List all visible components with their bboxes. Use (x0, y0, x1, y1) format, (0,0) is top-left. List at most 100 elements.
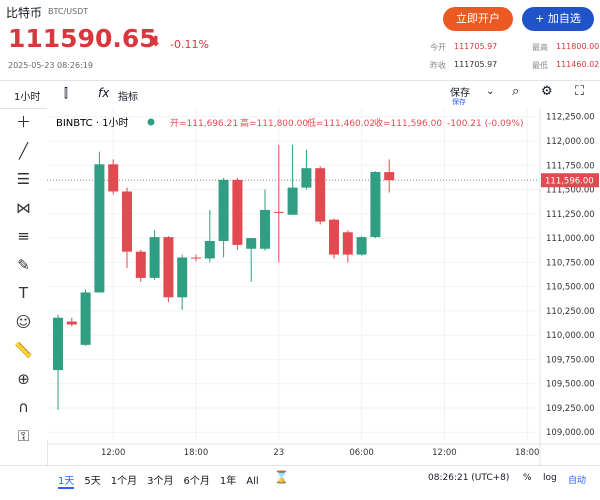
line-tool[interactable]: ╱ (18, 141, 29, 160)
candle-body (135, 251, 146, 278)
stat-label: 最高 (532, 43, 548, 52)
range-button[interactable]: 1个月 (110, 476, 138, 487)
y-tick-label: 111,250.00 (546, 210, 595, 220)
candle-body (329, 219, 339, 255)
range-button[interactable]: 5天 (84, 476, 101, 487)
y-tick-label: 110,750.00 (546, 258, 595, 268)
fx-icon: fx (98, 86, 110, 100)
stat-value: 111460.02 (556, 60, 600, 69)
save-sub: 保存 (452, 98, 466, 106)
candle-body (53, 317, 63, 371)
range-button[interactable]: 3个月 (147, 476, 174, 487)
legend-low: 低=111,460.02 (307, 117, 375, 129)
lock-tool[interactable]: ⚿ (17, 426, 30, 445)
y-tick-label: 109,750.00 (546, 355, 595, 365)
timestamp: 2025-05-23 08:26:19 (8, 61, 93, 70)
x-tick-label: 06:00 (349, 448, 374, 458)
candle-body (218, 179, 229, 241)
fullscreen-icon[interactable]: ⛶ (575, 84, 585, 99)
settings-icon[interactable]: ⚙ (541, 84, 553, 99)
legend-change: -100.21 (-0.09%) (447, 119, 523, 129)
last-price-label: 111,596.00 (545, 177, 594, 187)
candle-body (246, 238, 257, 249)
text-tool[interactable]: T (18, 284, 29, 302)
y-tick-label: 109,250.00 (546, 404, 595, 414)
price: 111590.65 (8, 24, 157, 53)
candle-body (204, 240, 215, 259)
dropdown[interactable]: ⌄ (486, 86, 495, 97)
calendar-icon[interactable]: ⌛ (274, 470, 289, 484)
y-tick-label: 112,000.00 (546, 137, 595, 147)
auto-toggle[interactable]: 自动 (568, 476, 587, 486)
x-tick-label: 12:00 (101, 448, 126, 458)
range-button[interactable]: 1年 (219, 476, 237, 487)
pattern-tool[interactable]: ⋈ (16, 198, 31, 217)
stat-label: 最低 (532, 61, 548, 70)
candle-body (122, 191, 132, 252)
range-button[interactable]: All (246, 476, 259, 487)
y-tick-label: 111,750.00 (546, 161, 595, 171)
indicators-button[interactable]: 指标 (118, 92, 138, 103)
y-tick-label: 109,000.00 (546, 428, 595, 438)
stat-label: 昨收 (430, 61, 446, 70)
x-tick-label: 12:00 (432, 448, 457, 458)
y-tick-label: 111,000.00 (546, 234, 595, 244)
candle-body (94, 164, 105, 293)
candle-body (342, 232, 353, 255)
coin-name: 比特币 (6, 6, 43, 20)
add-watchlist-button[interactable]: + 加自选 (522, 7, 594, 31)
y-tick-label: 111,500.00 (546, 186, 595, 196)
y-tick-label: 109,500.00 (546, 380, 595, 390)
stat-value: 111705.97 (454, 42, 498, 51)
candle-body (108, 164, 119, 192)
stat-value: 111705.97 (454, 60, 498, 69)
candle-body (191, 257, 201, 259)
candle-body (177, 257, 188, 298)
divider (0, 465, 600, 466)
magnet-tool[interactable]: ∩ (18, 398, 29, 416)
search-icon[interactable]: ⌕ (512, 84, 520, 99)
percent-toggle[interactable]: % (523, 473, 532, 483)
brush-tool[interactable]: ✎ (17, 255, 30, 274)
legend-symbol: BINBTC · 1小时 (56, 117, 129, 129)
clock: 08:26:21 (UTC+8) (428, 473, 510, 483)
x-tick-label: 18:00 (515, 448, 540, 458)
candle-body (384, 172, 395, 181)
down-arrow: ⬇ (150, 34, 162, 50)
emoji-tool[interactable]: ☺ (15, 312, 32, 331)
last-price-box (541, 173, 599, 188)
range-bar: 1天 5天 1个月 3个月 6个月 1年 All (58, 472, 269, 489)
x-tick-label: 23 (273, 448, 284, 458)
change: -0.11% (170, 38, 209, 51)
x-tick-label: 18:00 (184, 448, 209, 458)
candle-body (356, 237, 367, 255)
legend-close: 收=111,596.00 (374, 117, 442, 129)
candle-body (370, 172, 381, 238)
y-tick-label: 112,250.00 (546, 113, 595, 123)
y-tick-label: 110,000.00 (546, 331, 595, 341)
candle-body (163, 237, 174, 298)
candle-body (287, 187, 298, 215)
candle-body (66, 321, 77, 325)
ruler-tool[interactable]: 📏 (14, 341, 33, 359)
plot-bg (47, 108, 600, 440)
save-button[interactable]: 保存 (450, 88, 470, 99)
range-button[interactable]: 1天 (58, 476, 75, 489)
candle-body (260, 209, 270, 249)
pair: BTC/USDT (48, 7, 89, 16)
candle-body (80, 292, 91, 345)
interval-button[interactable]: 1小时 (14, 92, 41, 103)
hline-tool[interactable]: ☰ (16, 170, 31, 188)
fib-tool[interactable]: ≡ (17, 227, 30, 245)
crosshair-tool[interactable]: ＋ (15, 113, 31, 131)
log-toggle[interactable]: log (543, 473, 557, 483)
open-account-button[interactable]: 立即开户 (443, 7, 513, 31)
legend-high: 高=111,800.00 (240, 117, 308, 129)
zoom-tool[interactable]: ⊕ (17, 369, 30, 388)
legend-open: 开=111,696.21 (170, 118, 238, 129)
range-button[interactable]: 6个月 (183, 476, 210, 487)
candle-body (315, 168, 326, 222)
chart-type-icon[interactable]: ⫿ (64, 86, 68, 100)
